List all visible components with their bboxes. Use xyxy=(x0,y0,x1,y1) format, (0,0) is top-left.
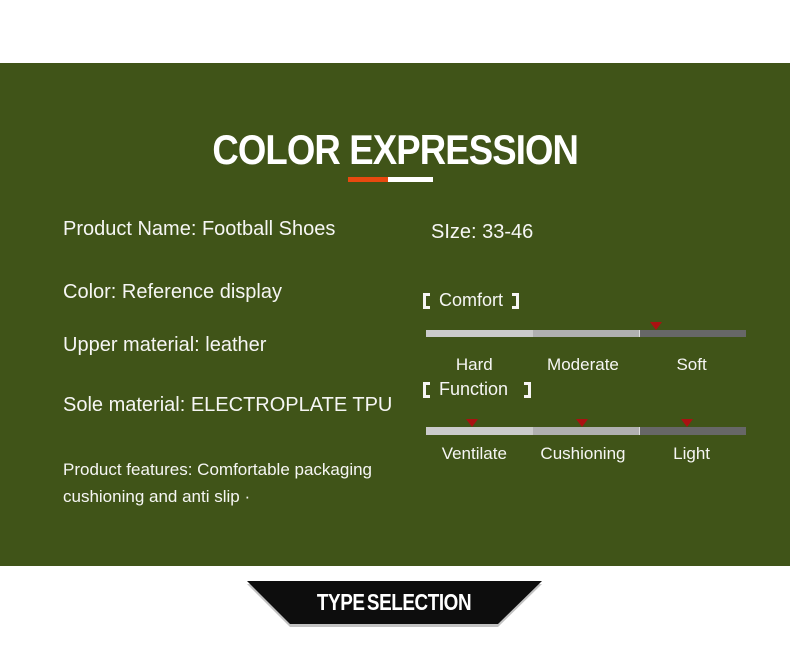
product-name-line: Product Name: Football Shoes xyxy=(63,218,336,240)
comfort-scale-labels: Hard Moderate Soft xyxy=(420,355,746,375)
function-scale-bar xyxy=(426,419,746,435)
comfort-label-soft: Soft xyxy=(676,355,707,374)
comfort-bar-segment-moderate xyxy=(532,330,640,337)
features-line-2: cushioning and anti slip · xyxy=(63,487,251,506)
comfort-bar-segment-soft xyxy=(639,330,746,337)
function-label-light: Light xyxy=(673,444,711,463)
page-title-text: COLOR EXPRESSION xyxy=(212,126,579,173)
banner-shape: TYPE SELECTION xyxy=(247,581,542,624)
function-scale-title: Function xyxy=(439,379,509,399)
green-background-panel xyxy=(0,63,790,566)
bracket-right-icon xyxy=(512,292,520,309)
sole-material-line: Sole material: ELECTROPLATE TPU xyxy=(63,394,393,416)
comfort-bar-segment-hard xyxy=(426,330,533,337)
features-line-1: Product features: Comfortable packaging xyxy=(63,460,373,479)
function-bar-segment-cushioning xyxy=(532,427,640,435)
function-marker-cushioning-triangle-icon xyxy=(576,419,589,427)
comfort-scale-title: Comfort xyxy=(439,290,504,310)
title-underline-orange xyxy=(348,177,388,182)
comfort-scale-header: Comfort xyxy=(423,290,520,311)
comfort-scale-bar xyxy=(426,322,746,337)
product-features-text: Product features: Comfortable packaging … xyxy=(63,456,413,510)
function-bar-segment-ventilate xyxy=(426,427,533,435)
function-label-cushioning: Cushioning xyxy=(540,444,626,463)
title-underline xyxy=(348,177,433,182)
comfort-label-moderate: Moderate xyxy=(547,355,619,374)
function-scale-header: Function xyxy=(423,379,532,400)
product-color-line: Color: Reference display xyxy=(63,281,282,303)
banner-label: TYPE SELECTION xyxy=(317,589,472,615)
function-marker-light-triangle-icon xyxy=(681,419,694,427)
function-label-ventilate: Ventilate xyxy=(441,444,507,463)
type-selection-banner: TYPE SELECTION xyxy=(247,581,542,627)
comfort-marker-triangle-icon xyxy=(650,322,663,330)
bracket-left-icon xyxy=(423,381,430,398)
function-bar-segment-light xyxy=(639,427,746,435)
bracket-right-icon xyxy=(524,381,532,398)
title-underline-white xyxy=(388,177,433,182)
bracket-left-icon xyxy=(423,292,430,309)
function-marker-ventilate-triangle-icon xyxy=(466,419,479,427)
function-scale-labels: Ventilate Cushioning Light xyxy=(420,444,746,464)
page-title: COLOR EXPRESSION xyxy=(0,129,790,171)
size-line: SIze: 33-46 xyxy=(431,221,534,243)
upper-material-line: Upper material: leather xyxy=(63,334,267,356)
comfort-label-hard: Hard xyxy=(455,355,493,374)
